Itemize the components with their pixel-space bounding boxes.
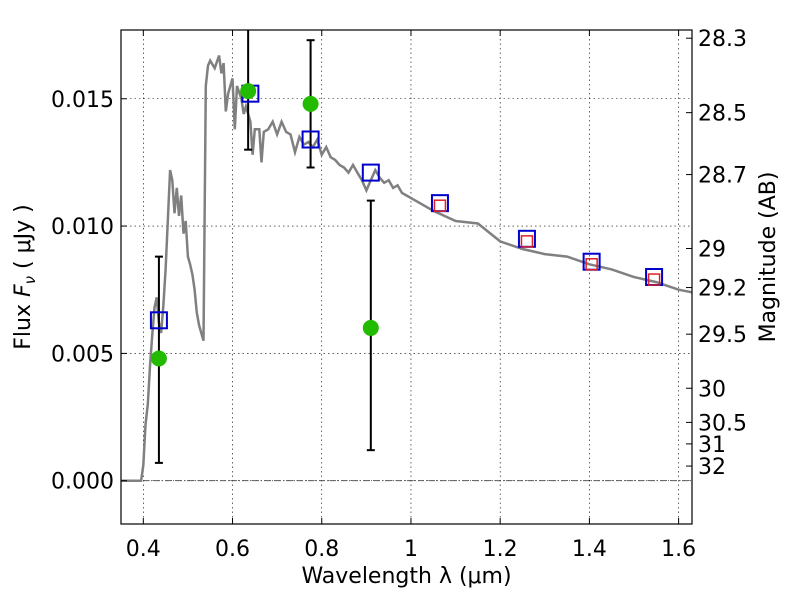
- x-tick-label: 0.6: [215, 537, 250, 562]
- model-sed-line: [121, 55, 693, 482]
- model-photometry-square: [149, 311, 168, 330]
- x-axis-ticks: 0.4 0.6 0.8 1 1.2 1.4 1.6: [126, 30, 696, 562]
- y-tick-label: 0.010: [51, 215, 114, 240]
- y-tick-label: 0.000: [51, 470, 114, 495]
- observed-photometry-point: [240, 83, 257, 100]
- y-axis-label-subscript: ν: [21, 276, 39, 284]
- model-photometry-square: [301, 130, 320, 149]
- observed-photometry-point: [362, 319, 379, 336]
- plot-frame: [120, 29, 693, 525]
- y2-axis-label: Magnitude (AB): [756, 172, 781, 343]
- x-tick-label: 1.6: [661, 537, 696, 562]
- x-tick-label: 1.4: [572, 537, 607, 562]
- model-photometry-square: [361, 163, 380, 182]
- y-axis-label-prefix: Flux: [11, 297, 36, 350]
- y2-tick-label: 28.3: [698, 27, 747, 52]
- y2-tick-label: 28.5: [698, 102, 747, 127]
- y2-tick-label: 28.7: [698, 164, 747, 189]
- markers: [149, 83, 664, 367]
- model-photometry-inner-square: [520, 235, 534, 248]
- y-tick-label: 0.015: [51, 88, 114, 113]
- x-tick-label: 1.2: [483, 537, 518, 562]
- y-tick-label: 0.005: [51, 342, 114, 367]
- y2-tick-label: 29: [698, 237, 726, 262]
- x-axis-label: Wavelength λ (μm): [301, 564, 511, 589]
- model-photometry-inner-square: [585, 258, 598, 271]
- model-photometry-inner-square: [433, 199, 447, 212]
- y2-tick-label: 29.2: [698, 277, 747, 302]
- y2-tick-label: 29.5: [698, 323, 747, 348]
- grid: [121, 30, 692, 524]
- y-axis-label-suffix: ( μJy ): [11, 204, 36, 276]
- x-tick-label: 0.8: [304, 537, 339, 562]
- model-photometry-inner-square: [647, 273, 661, 286]
- y2-tick-label: 31: [698, 433, 726, 458]
- y2-tick-label: 32: [698, 455, 726, 480]
- y-axis-ticks: 0.000 0.005 0.010 0.015: [51, 88, 127, 495]
- y2-tick-label: 30: [698, 377, 726, 402]
- observed-photometry-point: [302, 95, 319, 112]
- x-tick-label: 1: [404, 537, 418, 562]
- x-tick-label: 0.4: [126, 537, 161, 562]
- observed-photometry-point: [150, 350, 167, 367]
- y2-tick-label: 30.5: [698, 411, 747, 436]
- y-axis-label-symbol: F: [11, 284, 36, 297]
- y-axis-label: Flux Fν ( μJy ): [11, 204, 39, 349]
